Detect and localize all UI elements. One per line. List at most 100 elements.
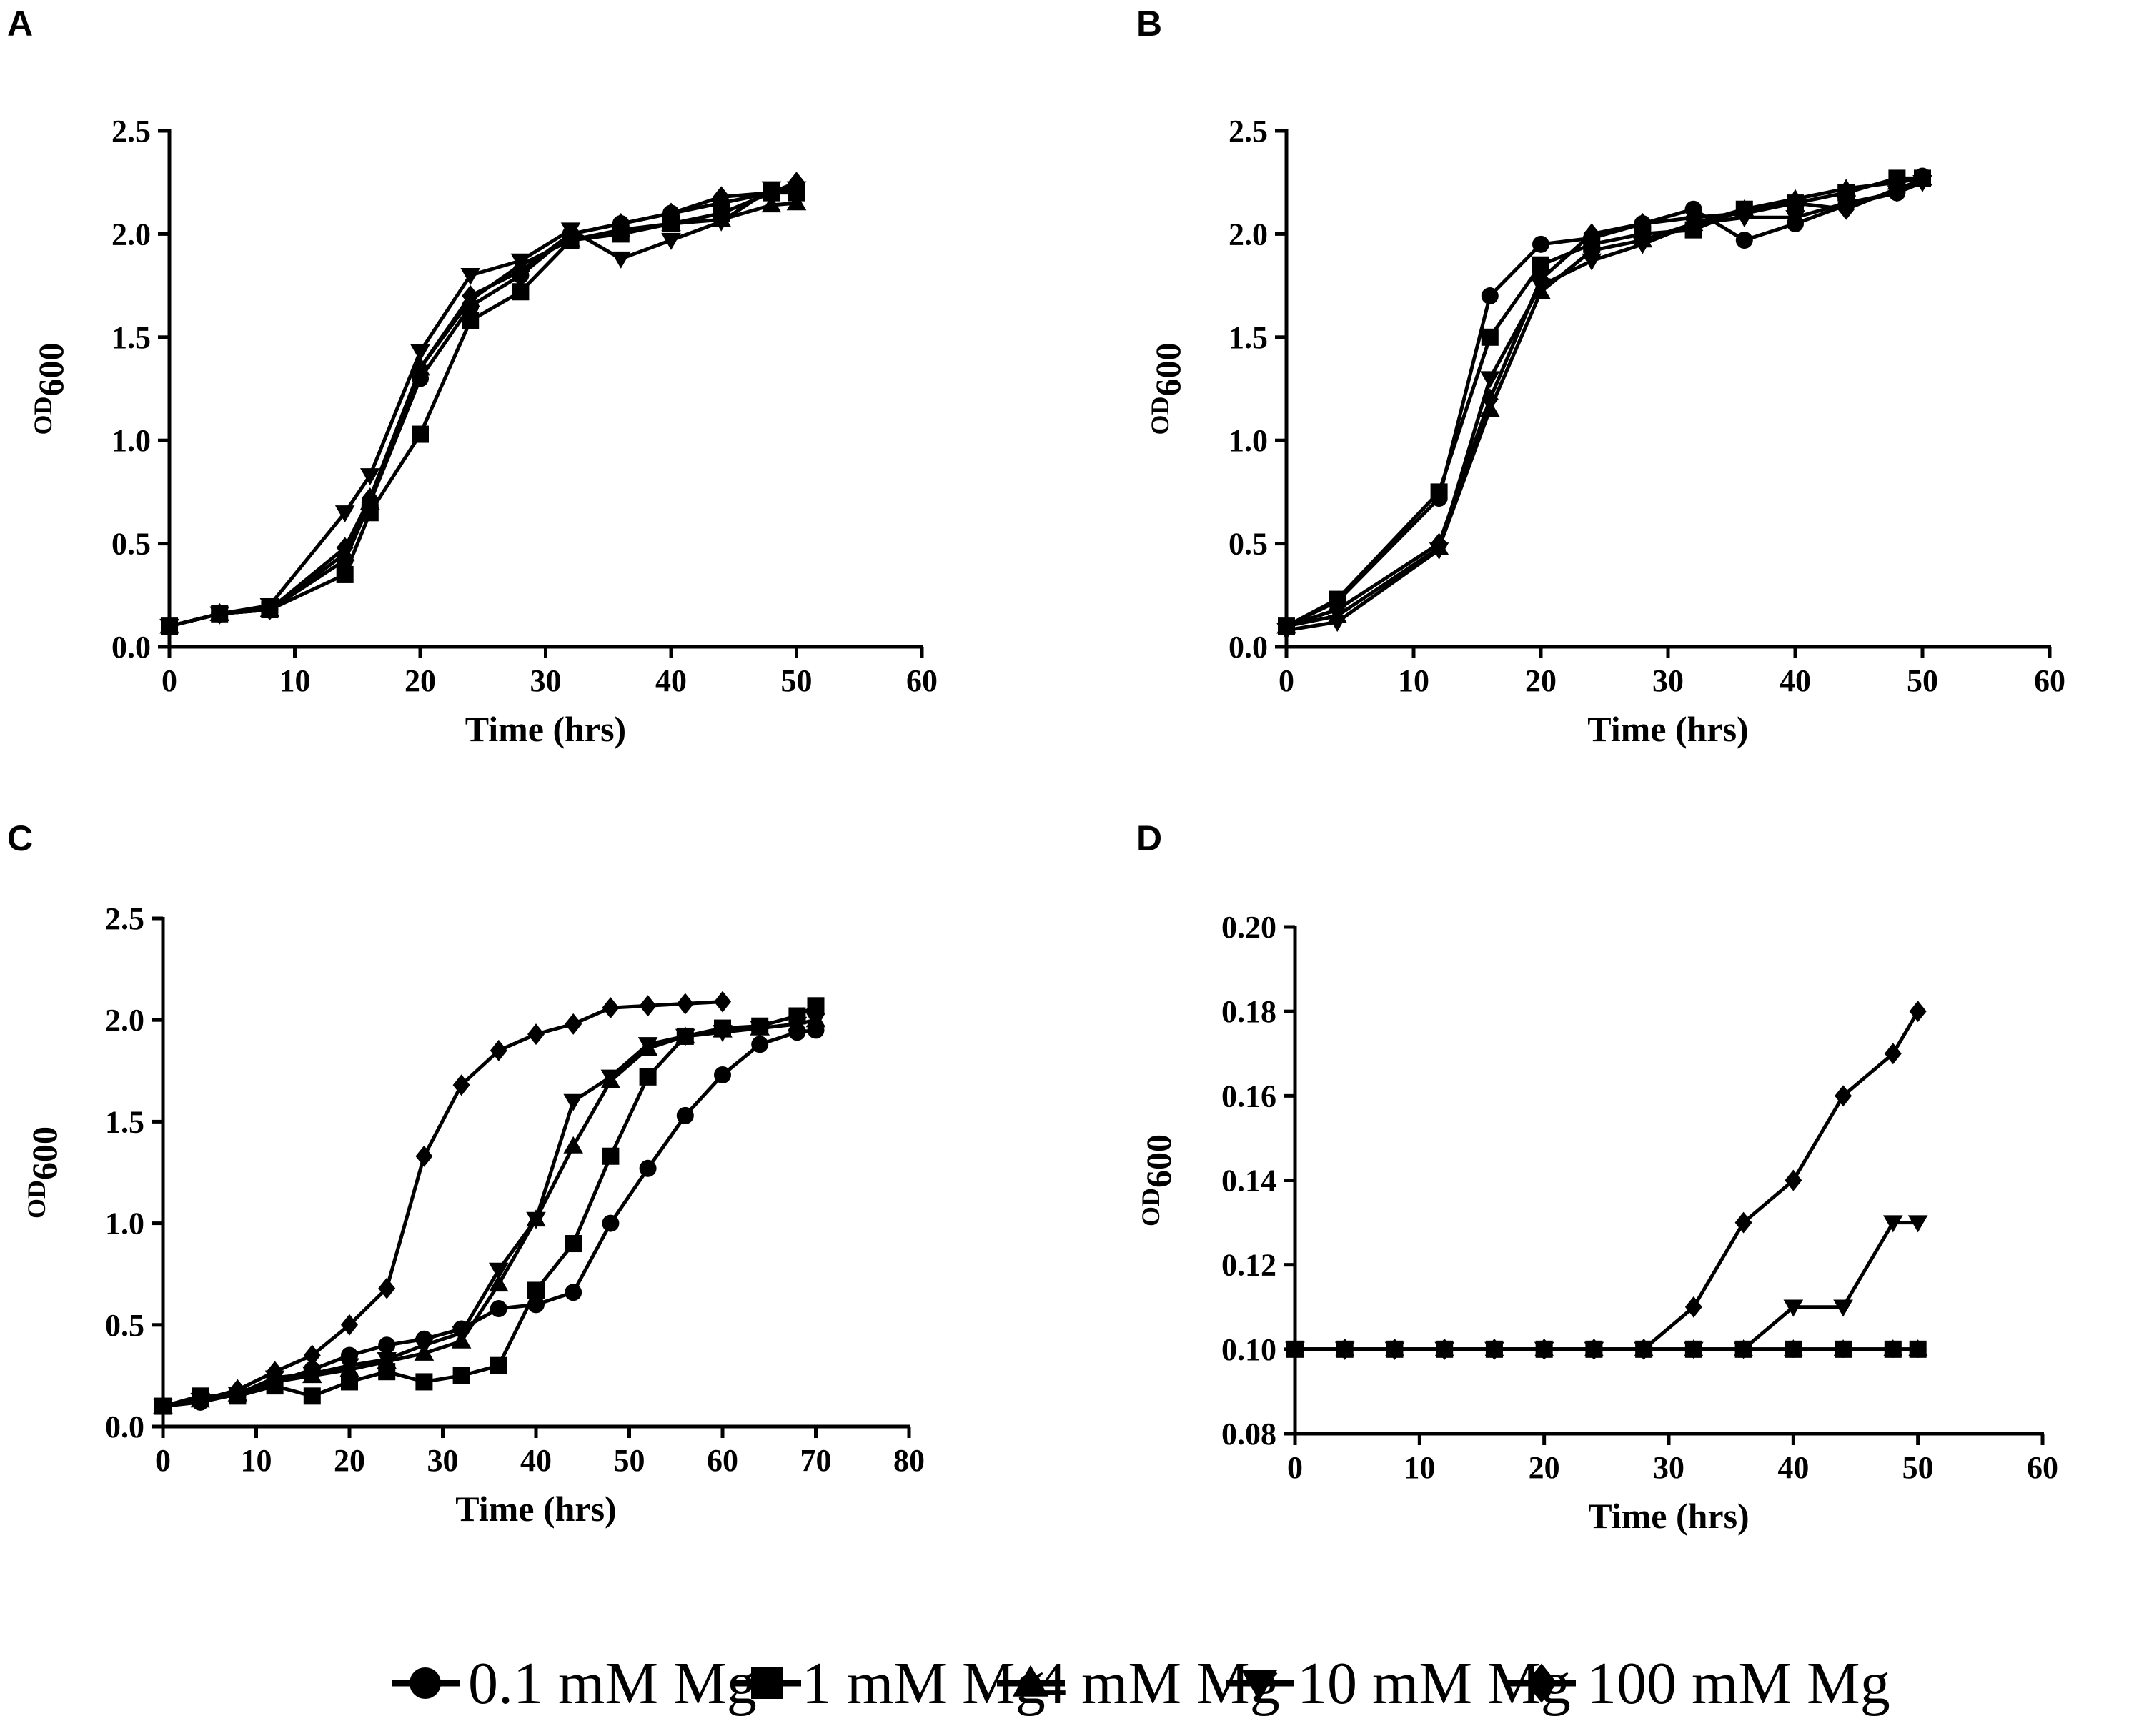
data-point xyxy=(1436,1338,1454,1360)
x-tick-label: 70 xyxy=(800,1443,832,1478)
data-point xyxy=(1535,1338,1553,1360)
data-point xyxy=(378,1336,396,1354)
x-tick-label: 10 xyxy=(1398,663,1429,698)
series-1-mm-mg xyxy=(1278,169,1931,635)
y-axis-title-sub: 600 xyxy=(1138,1134,1178,1188)
data-point xyxy=(1883,1339,1903,1357)
series-line xyxy=(169,187,797,628)
data-point xyxy=(639,1068,657,1086)
y-tick-label: 0.18 xyxy=(1221,994,1276,1029)
y-tick-label: 0.5 xyxy=(1229,527,1268,562)
data-point xyxy=(1481,328,1499,346)
y-tick-label: 1.5 xyxy=(111,320,151,355)
x-tick-label: 50 xyxy=(614,1443,645,1478)
series-line xyxy=(1285,176,1922,628)
data-point xyxy=(1430,483,1448,501)
y-tick-label: 0.0 xyxy=(1229,630,1268,665)
legend-label: 100 mM Mg xyxy=(1587,1650,1890,1717)
data-point xyxy=(1684,207,1702,229)
y-tick-label: 0.0 xyxy=(105,1409,144,1444)
data-point xyxy=(1386,1338,1404,1360)
legend-marker-diamond xyxy=(1526,1663,1557,1703)
data-point xyxy=(1836,179,1856,197)
data-point xyxy=(1735,232,1753,249)
data-point xyxy=(266,1361,284,1383)
y-tick-label: 0.12 xyxy=(1221,1248,1276,1283)
x-tick-label: 30 xyxy=(530,663,562,698)
data-point xyxy=(1783,1299,1804,1317)
series-100-mm-mg xyxy=(1278,169,1931,638)
y-axis-title: OD600 xyxy=(22,1126,64,1219)
data-point xyxy=(360,468,380,486)
series-line xyxy=(1286,176,1923,628)
y-tick-label: 2.5 xyxy=(105,901,144,936)
x-tick-label: 30 xyxy=(1652,663,1684,698)
data-point xyxy=(414,1338,435,1356)
panel-letter: C xyxy=(7,818,33,858)
series-10-mm-mg xyxy=(159,181,807,636)
data-point xyxy=(1833,1299,1853,1317)
y-tick-label: 0.5 xyxy=(105,1308,144,1343)
x-tick-label: 40 xyxy=(1780,663,1811,698)
y-axis-title: OD600 xyxy=(1136,1134,1178,1226)
panel-letter: B xyxy=(1136,4,1162,44)
data-point xyxy=(1286,1338,1304,1360)
x-tick-label: 20 xyxy=(1525,663,1557,698)
data-point xyxy=(1481,388,1499,410)
data-point xyxy=(1914,169,1931,192)
data-point xyxy=(336,565,354,583)
x-tick-label: 20 xyxy=(334,1443,365,1478)
data-point xyxy=(1583,223,1601,245)
data-point xyxy=(489,1274,509,1292)
legend-label: 0.1 mM Mg xyxy=(468,1650,757,1717)
panel-a: A 0 10 20 30 40 50 60 0.0 0.5 1.0 1.5 2.0 2.5 Time (hr… xyxy=(7,4,938,749)
data-point xyxy=(661,232,681,250)
x-tick-label: 10 xyxy=(1404,1450,1435,1485)
data-point xyxy=(1585,1338,1603,1360)
data-point xyxy=(378,1277,396,1299)
panel-c: C 0 10 20 30 40 50 60 70 80 0.0 0.5 1.0 1.5 2.0 2.5 Time… xyxy=(7,818,925,1529)
data-point xyxy=(154,1395,172,1417)
series-line xyxy=(162,1028,816,1409)
data-point xyxy=(490,1300,507,1318)
data-point xyxy=(787,1016,808,1034)
data-point xyxy=(713,1025,733,1043)
y-tick-label: 2.0 xyxy=(105,1003,144,1038)
panel-b: B 0 10 20 30 40 50 60 0.0 0.5 1.0 1.5 2.0 2.5 Time (hr… xyxy=(1136,4,2065,749)
data-point xyxy=(336,537,354,559)
x-tick-label: 60 xyxy=(2034,663,2065,698)
data-point xyxy=(1785,210,1805,228)
x-tick-label: 40 xyxy=(520,1443,552,1478)
data-point xyxy=(805,1013,826,1030)
y-tick-label: 0.5 xyxy=(111,527,151,562)
data-point xyxy=(341,1314,358,1336)
data-point xyxy=(462,285,480,307)
legend-item: 100 mM Mg xyxy=(1508,1650,1890,1717)
data-point xyxy=(1833,1339,1853,1357)
data-point xyxy=(1635,1338,1653,1360)
data-point xyxy=(451,1325,472,1343)
y-tick-label: 0.0 xyxy=(111,630,151,665)
data-point xyxy=(1430,532,1448,555)
data-point xyxy=(415,1145,433,1167)
data-point xyxy=(1884,1043,1902,1065)
data-point xyxy=(527,1281,545,1299)
data-point xyxy=(302,1366,322,1384)
x-tick-label: 30 xyxy=(1653,1450,1684,1485)
panels: A 0 10 20 30 40 50 60 0.0 0.5 1.0 1.5 2.0 2.5 Time (hr… xyxy=(7,4,2065,1536)
panel-letter: D xyxy=(1136,818,1162,858)
data-point xyxy=(1907,1339,1928,1357)
x-tick-label: 20 xyxy=(405,663,436,698)
series-0-1-mm-mg xyxy=(1278,167,1931,635)
data-point xyxy=(161,615,178,638)
y-tick-label: 2.0 xyxy=(1229,217,1268,252)
data-point xyxy=(334,505,355,523)
data-point xyxy=(512,260,530,282)
x-tick-label: 0 xyxy=(155,1443,171,1478)
x-axis-title: Time (hrs) xyxy=(455,1489,616,1529)
data-point xyxy=(563,1093,583,1111)
data-point xyxy=(490,1356,507,1374)
data-point xyxy=(462,312,480,329)
data-point xyxy=(602,1147,620,1165)
